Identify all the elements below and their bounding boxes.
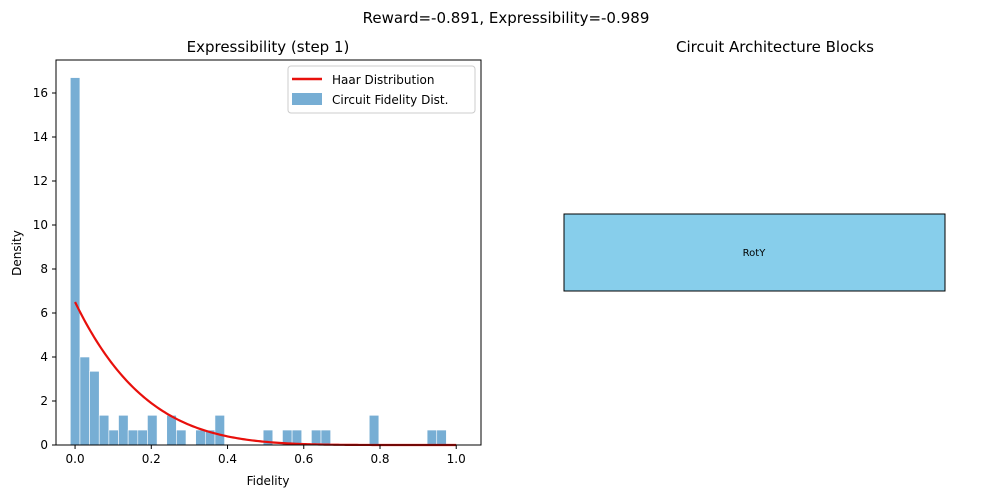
y-tick-label: 0: [40, 438, 48, 452]
architecture-panel: Circuit Architecture Blocks RotY: [563, 38, 946, 292]
histogram-bar: [368, 414, 380, 446]
histogram-bar: [137, 429, 148, 446]
y-tick-label: 16: [33, 86, 48, 100]
y-tick-label: 6: [40, 306, 48, 320]
histogram-panel: Expressibility (step 1) 0.0 0.2 0.4 0.6 0.8 1…: [10, 38, 482, 488]
histogram-bar: [214, 414, 225, 446]
x-tick-label: 0.8: [370, 452, 389, 466]
haar-curve-group: [74, 301, 457, 447]
histogram-bar: [166, 414, 177, 446]
histogram-bar: [108, 429, 119, 446]
y-tick-label: 2: [40, 394, 48, 408]
x-tick-label: 1.0: [447, 452, 466, 466]
x-tick-label: 0.0: [66, 452, 85, 466]
y-tick-label: 14: [33, 130, 48, 144]
circuit-block-roty: [563, 213, 946, 292]
legend-label-haar: Haar Distribution: [332, 73, 435, 87]
histogram-bar: [147, 414, 158, 446]
y-tick-label: 10: [33, 218, 48, 232]
histogram-plot-frame: [55, 59, 482, 446]
y-tick-label: 4: [40, 350, 48, 364]
haar-line: [74, 301, 457, 447]
circuit-block-label: RotY: [743, 248, 767, 259]
histogram-bar: [436, 429, 447, 446]
x-tick-label: 0.4: [218, 452, 237, 466]
histogram-title: Expressibility (step 1): [187, 38, 350, 56]
figure-suptitle: Reward=-0.891, Expressibility=-0.989: [363, 9, 650, 27]
histogram-bar: [118, 414, 129, 446]
y-tick-label: 12: [33, 174, 48, 188]
x-axis-ticks: 0.0 0.2 0.4 0.6 0.8 1.0: [66, 445, 466, 466]
legend-frame: [287, 65, 476, 114]
y-axis-label: Density: [10, 230, 24, 276]
x-axis-label: Fidelity: [247, 474, 290, 488]
histogram-bar: [176, 429, 187, 446]
x-tick-label: 0.2: [142, 452, 161, 466]
histogram-bar: [89, 370, 100, 446]
x-tick-label: 0.6: [294, 452, 313, 466]
legend-label-circuit: Circuit Fidelity Dist.: [332, 93, 448, 107]
histogram-bar: [195, 429, 206, 446]
histogram-bar: [69, 77, 81, 446]
histogram-bar: [98, 414, 110, 446]
histogram-bar: [127, 429, 139, 446]
y-tick-label: 8: [40, 262, 48, 276]
architecture-title: Circuit Architecture Blocks: [676, 38, 874, 56]
y-axis-ticks: 0 2 4 6 8 10 12 14 16: [33, 86, 56, 452]
histogram-bar: [320, 429, 331, 446]
histogram-bar: [426, 429, 438, 446]
legend-swatch-circuit: [292, 93, 322, 105]
histogram-bars: [69, 77, 447, 446]
histogram-bar: [79, 356, 90, 446]
legend: Haar Distribution Circuit Fidelity Dist.: [287, 65, 476, 114]
histogram-bar: [311, 429, 322, 446]
